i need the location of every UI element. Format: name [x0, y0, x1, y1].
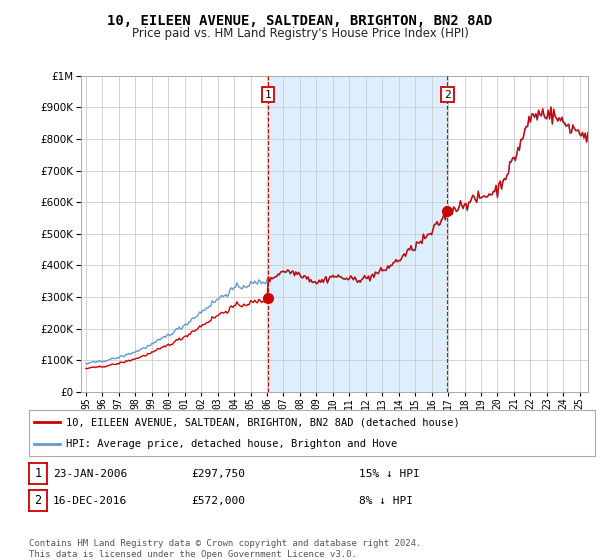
Text: 1: 1 — [34, 467, 41, 480]
Text: 10, EILEEN AVENUE, SALTDEAN, BRIGHTON, BN2 8AD (detached house): 10, EILEEN AVENUE, SALTDEAN, BRIGHTON, B… — [65, 417, 460, 427]
Text: 15% ↓ HPI: 15% ↓ HPI — [359, 469, 419, 479]
Text: Price paid vs. HM Land Registry's House Price Index (HPI): Price paid vs. HM Land Registry's House … — [131, 27, 469, 40]
Text: HPI: Average price, detached house, Brighton and Hove: HPI: Average price, detached house, Brig… — [65, 439, 397, 449]
Text: 1: 1 — [265, 90, 271, 100]
Text: 16-DEC-2016: 16-DEC-2016 — [53, 496, 127, 506]
Bar — [268, 76, 448, 392]
Text: 2: 2 — [444, 90, 451, 100]
Text: £572,000: £572,000 — [191, 496, 245, 506]
Text: 8% ↓ HPI: 8% ↓ HPI — [359, 496, 413, 506]
Text: 2: 2 — [34, 494, 41, 507]
Text: 10, EILEEN AVENUE, SALTDEAN, BRIGHTON, BN2 8AD: 10, EILEEN AVENUE, SALTDEAN, BRIGHTON, B… — [107, 14, 493, 28]
Text: £297,750: £297,750 — [191, 469, 245, 479]
Text: Contains HM Land Registry data © Crown copyright and database right 2024.
This d: Contains HM Land Registry data © Crown c… — [29, 539, 421, 559]
Text: 23-JAN-2006: 23-JAN-2006 — [53, 469, 127, 479]
